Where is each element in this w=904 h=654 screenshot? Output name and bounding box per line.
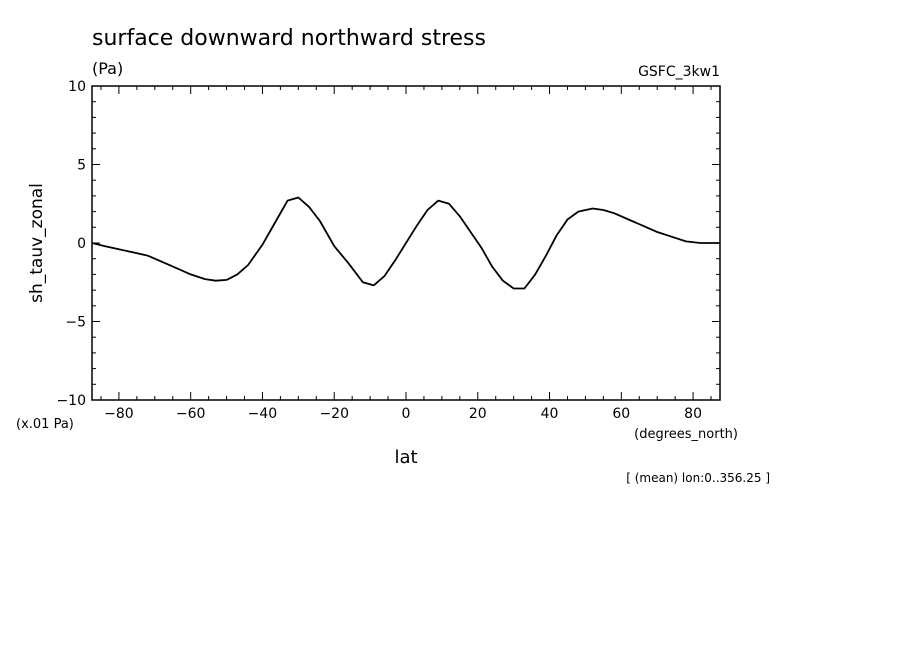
chart-title: surface downward northward stress [92,26,486,51]
x-tick-label: 60 [612,406,630,422]
units-label: (Pa) [92,59,123,78]
y-scale-label: (x.01 Pa) [16,417,74,432]
y-tick-label: 0 [77,236,86,252]
x-tick-label: −80 [104,406,134,422]
y-tick-labels: 10 5 0 −5 −10 [56,79,86,409]
model-label: GSFC_3kw1 [638,64,720,80]
x-tick-label: 20 [469,406,487,422]
x-units-label: (degrees_north) [634,427,738,442]
x-axis-label: lat [394,447,417,468]
x-tick-label: −60 [176,406,206,422]
y-tick-label: −10 [56,393,86,409]
x-tick-label: 80 [684,406,702,422]
x-tick-label: −20 [319,406,349,422]
y-tick-label: 5 [77,158,86,174]
x-tick-labels: −80 −60 −40 −20 0 20 40 60 80 [104,406,702,422]
y-tick-label: −5 [65,315,86,331]
y-axis-label: sh_tauv_zonal [27,183,47,303]
tick-marks [92,85,720,401]
x-tick-label: 0 [402,406,411,422]
series-line [91,196,720,290]
x-tick-label: −40 [248,406,278,422]
footnote: [ (mean) lon:0..356.25 ] [626,471,770,485]
x-tick-label: 40 [541,406,559,422]
y-tick-label: 10 [68,79,86,95]
